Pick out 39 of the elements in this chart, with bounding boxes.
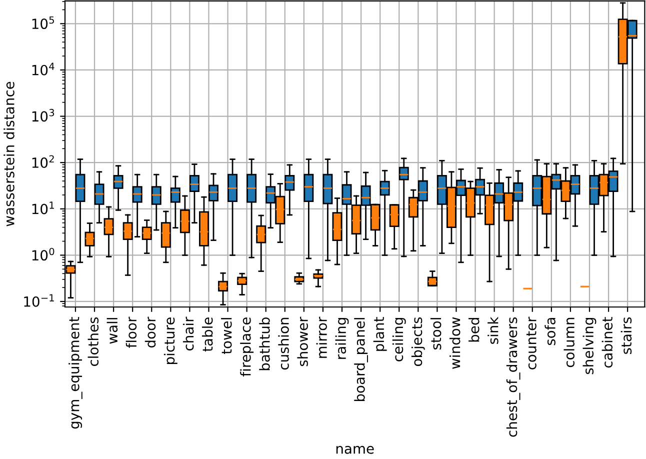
x-tick-label: wall — [106, 318, 118, 344]
x-tick-label: towel — [221, 318, 232, 354]
x-tick-label: bed — [468, 318, 480, 342]
x-tick-label: chest_of_drawers — [506, 317, 520, 437]
x-tick-label: sink — [488, 316, 498, 344]
x-tick-label: shower — [297, 316, 308, 366]
x-tick-label: picture — [164, 317, 178, 364]
x-tick-label: stool — [430, 318, 442, 350]
x-tick-label: bathtub — [259, 317, 270, 370]
x-tick-label: fireplace — [240, 317, 254, 376]
y-tick-label: 10$^{5}$ — [32, 16, 54, 30]
x-tick-label: mirror — [316, 316, 327, 358]
x-axis-title: name — [336, 446, 374, 454]
x-tick-label: gym_equipment — [68, 317, 82, 429]
x-tick-label: cushion — [278, 318, 289, 370]
x-tick-label: column — [564, 318, 574, 368]
y-tick-label: 10$^{1}$ — [32, 202, 54, 214]
x-tick-label: railing — [335, 318, 349, 359]
x-tick-label: chair — [182, 316, 194, 350]
x-tick-label: board_panel — [354, 318, 368, 402]
y-tick-label: 10$^{4}$ — [32, 62, 54, 76]
y-tick-label: 10$^{3}$ — [32, 108, 54, 122]
x-tick-label: counter — [526, 316, 536, 370]
x-tick-label: window — [450, 317, 460, 369]
x-tick-label: objects — [411, 317, 425, 366]
x-tick-label: floor — [126, 316, 137, 348]
y-tick-label: 10$^{0}$ — [32, 248, 54, 261]
x-tick-label: table — [202, 317, 213, 352]
y-axis-title: wasserstein distance — [4, 82, 14, 226]
x-tick-label: door — [144, 316, 156, 348]
x-tick-label: clothes — [88, 317, 99, 366]
x-tick-label: stairs — [620, 317, 632, 354]
x-tick-label: shelving — [582, 318, 596, 374]
x-tick-label: cabinet — [602, 317, 613, 368]
x-tick-label: ceiling — [392, 318, 406, 362]
x-tick-label: plant — [373, 317, 387, 351]
y-tick-label: 10$^{−1}$ — [24, 294, 54, 307]
x-tick-label: sofa — [544, 318, 556, 346]
y-tick-label: 10$^{2}$ — [32, 155, 54, 168]
